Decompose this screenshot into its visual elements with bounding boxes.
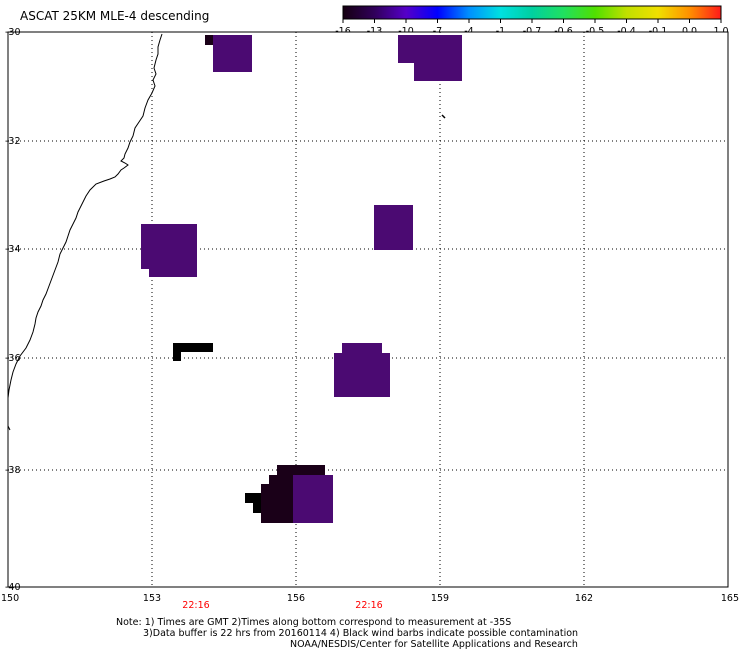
swath-block xyxy=(149,269,197,277)
longitude-labels: 150 153 156 159 162 165 xyxy=(1,593,739,604)
swath-time-label: 22:16 xyxy=(355,600,382,611)
swath-block xyxy=(141,224,197,269)
footer-note-2: 3)Data buffer is 22 hrs from 20160114 4)… xyxy=(143,628,579,639)
color-gradient xyxy=(342,5,722,20)
latitude-label: -34 xyxy=(5,244,21,255)
island-speck xyxy=(441,114,446,119)
map-title: ASCAT 25KM MLE-4 descending xyxy=(20,9,210,23)
swath-block xyxy=(269,475,293,523)
latitude-label: -32 xyxy=(5,136,21,147)
swath-block xyxy=(414,63,462,81)
swath-block xyxy=(213,35,252,72)
latitude-label: -36 xyxy=(5,353,21,364)
latitude-label: -40 xyxy=(5,582,21,593)
footer-note-1: Note: 1) Times are GMT 2)Times along bot… xyxy=(116,617,512,628)
map-frame xyxy=(7,31,729,588)
swath-block xyxy=(398,35,440,63)
swath-block xyxy=(374,205,413,250)
longitude-label: 153 xyxy=(143,593,161,604)
swath-block xyxy=(277,465,325,475)
swath-block xyxy=(440,35,462,63)
swath-block xyxy=(173,352,181,361)
longitude-label: 150 xyxy=(1,593,19,604)
longitude-label: 165 xyxy=(721,593,739,604)
latitude-label: -38 xyxy=(5,465,21,476)
swath-block xyxy=(334,353,390,397)
swath-block xyxy=(342,343,382,353)
swath-block xyxy=(205,35,213,45)
longitude-label: 156 xyxy=(287,593,305,604)
latitude-labels: -30 -32 -34 -36 -38 -40 xyxy=(5,27,21,593)
swath-block xyxy=(173,343,213,352)
longitude-label: 162 xyxy=(575,593,593,604)
coastline-fragment xyxy=(7,425,11,431)
swath-time-label: 22:16 xyxy=(182,600,209,611)
latitude-label: -30 xyxy=(5,27,21,38)
color-scale-bar xyxy=(342,5,722,20)
time-labels: 22:16 22:16 xyxy=(182,600,382,611)
swath-block xyxy=(253,503,261,513)
coastline xyxy=(7,33,163,399)
swath-block xyxy=(245,493,261,503)
swath-block xyxy=(261,484,269,523)
scatterometer-swaths xyxy=(141,35,462,523)
longitude-label: 159 xyxy=(431,593,449,604)
footer-credit: NOAA/NESDIS/Center for Satellite Applica… xyxy=(290,639,578,650)
